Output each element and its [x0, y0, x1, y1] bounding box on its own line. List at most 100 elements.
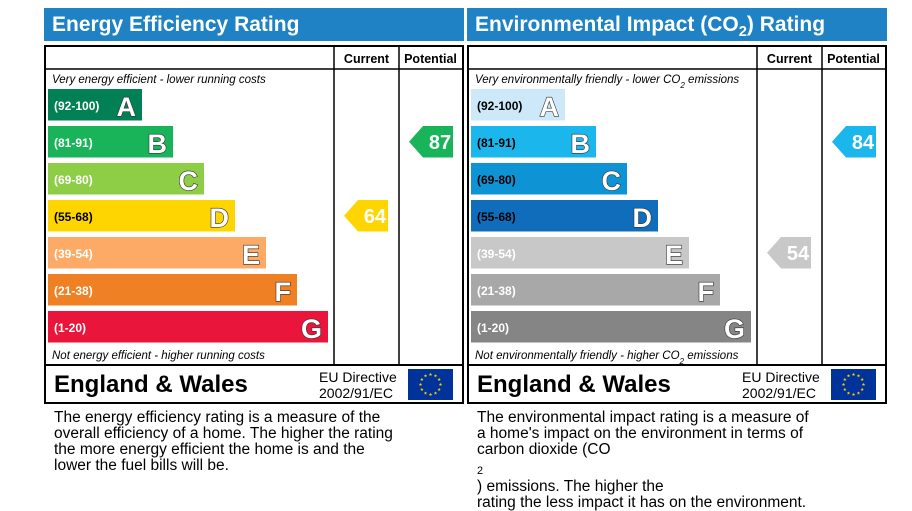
environment-footer: England & Wales EU Directive 2002/91/EC	[467, 364, 887, 404]
environment-description: The environmental impact rating is a mea…	[477, 410, 882, 511]
band-letter: D	[210, 203, 230, 233]
description-line: The energy efficiency rating is a measur…	[54, 409, 381, 426]
band-bar-d	[471, 200, 658, 232]
eu-directive: EU Directive 2002/91/EC	[319, 369, 397, 401]
eu-flag-icon	[408, 369, 453, 400]
eu-star	[433, 374, 438, 378]
band-bar-f	[48, 274, 297, 306]
eu-star	[846, 391, 851, 395]
band-range-label: (81-91)	[477, 136, 516, 150]
band-range-label: (1-20)	[477, 321, 509, 335]
band-letter: E	[242, 240, 260, 270]
eu-star	[856, 374, 861, 378]
top-note: Very energy efficient - lower running co…	[52, 74, 266, 86]
band-range-label: (69-80)	[477, 173, 516, 187]
potential-rating-value: 84	[852, 132, 875, 154]
eu-star	[423, 391, 428, 395]
description-text: carbon dioxide (CO	[477, 441, 611, 458]
description-line: lower the fuel bills will be.	[54, 457, 229, 474]
band-range-label: (55-68)	[54, 210, 93, 224]
band-range-label: (92-100)	[477, 99, 522, 113]
band-letter: B	[571, 129, 591, 159]
eu-star	[851, 372, 856, 376]
region-label: England & Wales	[477, 371, 671, 398]
band-range-label: (39-54)	[54, 247, 93, 261]
eu-star	[420, 387, 424, 391]
eu-star	[418, 382, 423, 386]
eu-star	[856, 391, 861, 395]
eu-star	[843, 377, 847, 381]
eu-star	[846, 374, 851, 378]
band-range-label: (1-20)	[54, 321, 86, 335]
potential-rating-arrow	[832, 126, 876, 158]
band-letter: E	[665, 240, 683, 270]
directive-line2: 2002/91/EC	[319, 385, 393, 401]
band-bar-b	[471, 126, 596, 158]
eu-star	[433, 391, 438, 395]
band-bar-c	[48, 163, 204, 195]
eu-flag-icon	[831, 369, 876, 400]
energy-description: The energy efficiency rating is a measur…	[54, 410, 459, 474]
eu-star	[437, 377, 441, 381]
band-letter: A	[117, 92, 137, 122]
band-bar-b	[48, 126, 173, 158]
current-rating-value: 64	[364, 206, 387, 228]
description-line: rating the less impact it has on the env…	[477, 494, 807, 511]
bottom-note: Not environmentally friendly - higher CO…	[475, 350, 739, 366]
potential-column-header: Potential	[827, 52, 880, 66]
potential-rating-arrow	[409, 126, 453, 158]
band-bar-g	[48, 311, 328, 343]
environmental-impact-panel: Environmental Impact (CO2) Rating Curren…	[467, 8, 887, 511]
top-note: Very environmentally friendly - lower CO…	[475, 74, 739, 90]
eu-star	[423, 374, 428, 378]
band-letter: B	[148, 129, 168, 159]
band-letter: G	[301, 314, 322, 344]
current-rating-arrow	[344, 200, 388, 232]
band-letter: A	[540, 92, 560, 122]
current-rating-value: 54	[787, 243, 810, 265]
band-range-label: (81-91)	[54, 136, 93, 150]
description-line: a home's impact on the environment in te…	[477, 425, 804, 442]
environment-chart-svg: Current Potential Very environmentally fri…	[469, 47, 885, 366]
band-bar-e	[48, 237, 266, 269]
eu-star	[841, 382, 846, 386]
eu-directive: EU Directive 2002/91/EC	[742, 369, 820, 401]
band-bar-a	[48, 89, 142, 121]
band-range-label: (55-68)	[477, 210, 516, 224]
current-rating-arrow	[767, 237, 811, 269]
title-main: Environmental Impact (CO	[475, 13, 739, 36]
environment-panel-title: Environmental Impact (CO2) Rating	[467, 8, 887, 41]
band-bar-f	[471, 274, 720, 306]
eu-star	[851, 392, 856, 396]
title-end: ) Rating	[746, 13, 826, 36]
directive-line2: 2002/91/EC	[742, 385, 816, 401]
description-line: the more energy efficient the home is an…	[54, 441, 365, 458]
band-range-label: (69-80)	[54, 173, 93, 187]
eu-star	[428, 372, 433, 376]
band-bar-d	[48, 200, 235, 232]
directive-line1: EU Directive	[742, 369, 820, 385]
potential-rating-value: 87	[429, 132, 451, 154]
bottom-note: Not energy efficient - higher running co…	[52, 350, 265, 362]
energy-footer: England & Wales EU Directive 2002/91/EC	[44, 364, 464, 404]
current-column-header: Current	[344, 52, 390, 66]
energy-efficiency-panel: Energy Efficiency Rating Current Potentia…	[44, 8, 464, 478]
band-letter: G	[724, 314, 745, 344]
description-text: ) emissions. The higher the	[477, 478, 664, 496]
eu-star	[861, 382, 866, 386]
eu-star	[860, 387, 864, 391]
description-subscript: 2	[477, 465, 484, 478]
eu-star	[420, 377, 424, 381]
band-letter: F	[275, 277, 292, 307]
eu-star	[438, 382, 443, 386]
band-letter: F	[698, 277, 715, 307]
band-bar-a	[471, 89, 565, 121]
band-bar-c	[471, 163, 627, 195]
energy-chart-svg: Current Potential Very energy efficient - …	[46, 47, 462, 364]
eu-star	[437, 387, 441, 391]
band-range-label: (92-100)	[54, 99, 99, 113]
eu-star	[428, 392, 433, 396]
band-bar-e	[471, 237, 689, 269]
description-line: carbon dioxide (CO 2) emissions. The high…	[477, 442, 882, 495]
band-range-label: (21-38)	[477, 284, 516, 298]
